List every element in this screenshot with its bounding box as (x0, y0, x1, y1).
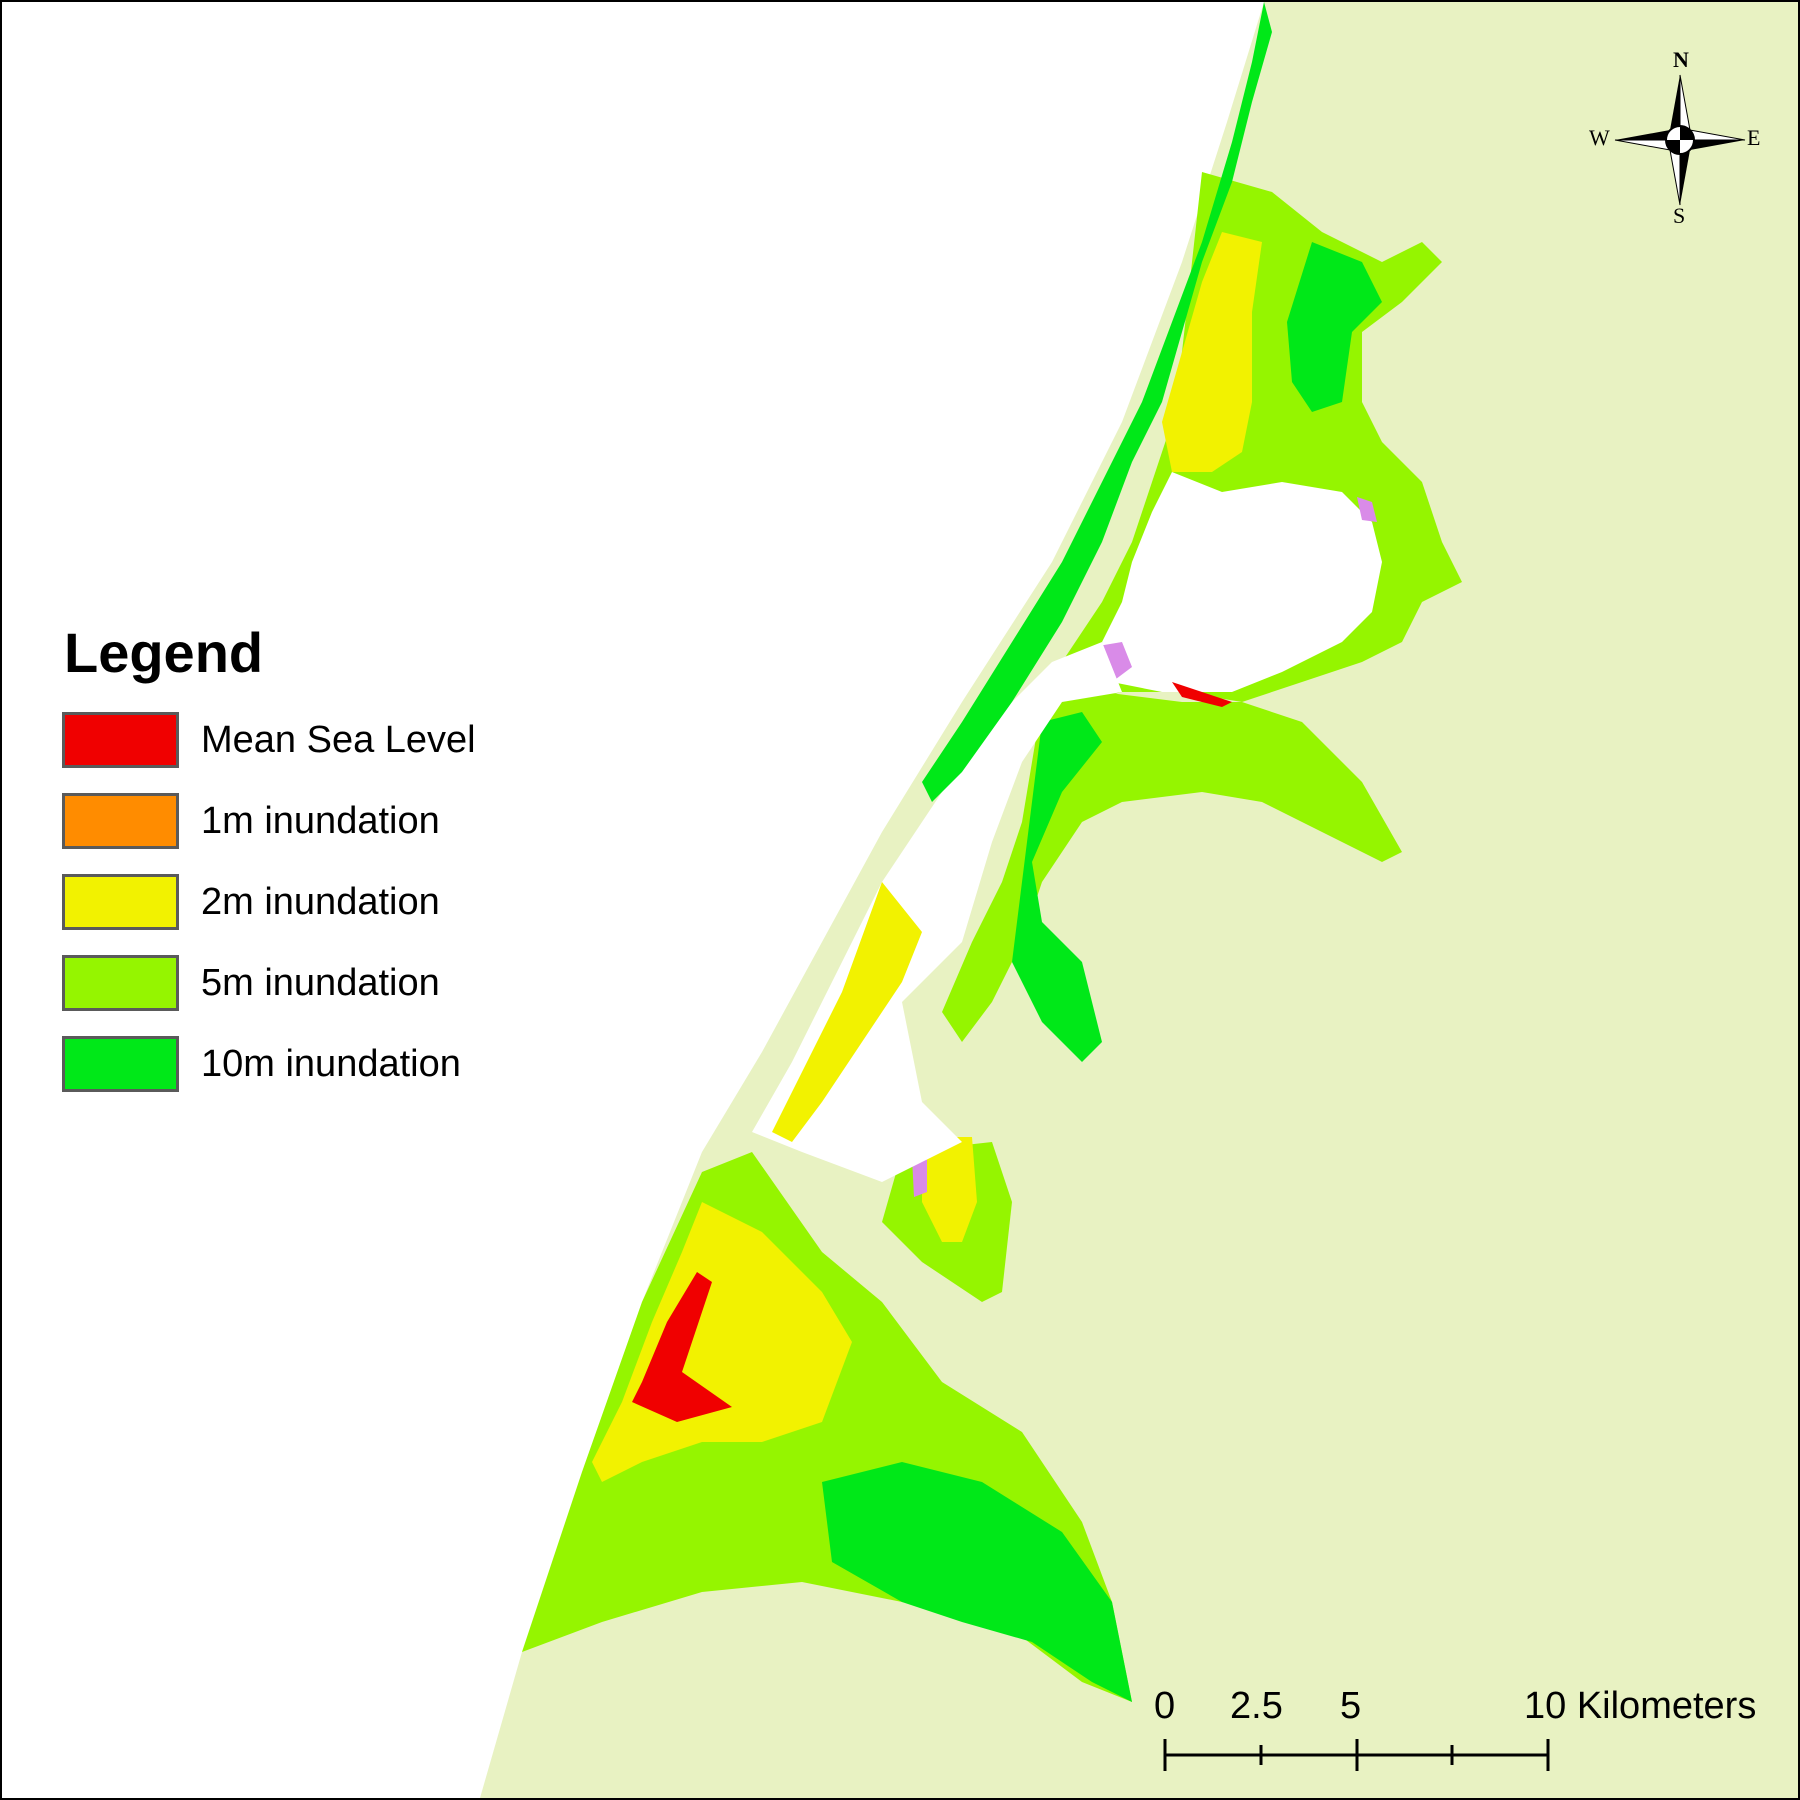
scale-bar-line (1163, 1739, 1550, 1771)
north-arrow: N S W E (1589, 47, 1765, 228)
inundation-10m-north (1287, 242, 1382, 412)
legend-item-5m: 5m inundation (62, 952, 476, 1014)
legend-label-2m: 2m inundation (201, 880, 440, 923)
compass-east: E (1747, 125, 1761, 150)
legend-swatch-10m (62, 1036, 179, 1092)
mean-sea-level-south (632, 1272, 732, 1422)
coastal-barrier-2m (772, 882, 922, 1142)
scale-label-10: 10 Kilometers (1524, 1685, 1757, 1727)
legend-item-10m: 10m inundation (62, 1033, 476, 1095)
legend-label-10m: 10m inundation (201, 1042, 461, 1085)
inundation-2m-middle (922, 1137, 977, 1242)
legend-label-5m: 5m inundation (201, 961, 440, 1004)
legend-item-1m: 1m inundation (62, 790, 476, 852)
mean-sea-level-lake (1172, 682, 1232, 707)
legend-swatch-5m (62, 955, 179, 1011)
legend-title: Legend (64, 621, 264, 684)
scale-bar: 0 2.5 5 10 Kilometers (1150, 1685, 1790, 1785)
wetland-lake-east (1357, 497, 1377, 522)
legend-swatch-1m (62, 793, 179, 849)
inundation-2m-north (1162, 232, 1262, 472)
scale-label-5: 5 (1340, 1685, 1362, 1727)
compass-west: W (1589, 125, 1610, 150)
inundation-10m-south (822, 1462, 1132, 1702)
inundation-10m-corridor (1012, 712, 1102, 1062)
legend-item-mean-sea-level: Mean Sea Level (62, 709, 476, 771)
legend: Legend Mean Sea Level 1m inundation 2m i… (62, 625, 476, 1114)
compass-north: N (1673, 47, 1689, 72)
north-lake (1102, 472, 1382, 692)
legend-swatch-mean-sea-level (62, 712, 179, 768)
scale-label-2-5: 2.5 (1230, 1685, 1283, 1727)
legend-label-1m: 1m inundation (201, 799, 440, 842)
legend-swatch-2m (62, 874, 179, 930)
legend-label-mean-sea-level: Mean Sea Level (201, 718, 476, 761)
compass-south: S (1673, 203, 1686, 228)
compass-rose-icon (1614, 74, 1746, 206)
scale-label-0: 0 (1154, 1685, 1176, 1727)
legend-item-2m: 2m inundation (62, 871, 476, 933)
